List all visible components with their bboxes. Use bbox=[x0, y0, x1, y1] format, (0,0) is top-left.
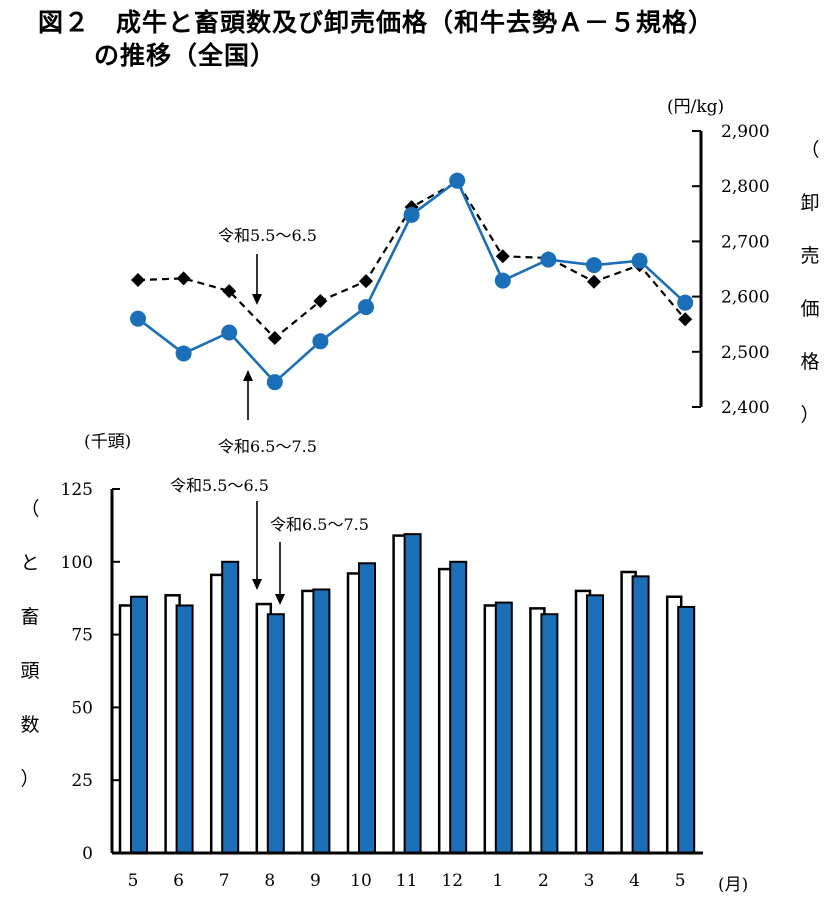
current-year-price-point bbox=[130, 310, 146, 327]
current-year-bar bbox=[677, 605, 696, 854]
x-tick-label: 8 bbox=[264, 871, 275, 891]
bar-annotation-current-arrow-head bbox=[275, 594, 285, 605]
current-year-price-point bbox=[358, 299, 374, 316]
bar-annotation-current-arrow bbox=[275, 542, 285, 605]
previous-year-price-point bbox=[587, 274, 601, 289]
current-year-bar bbox=[175, 604, 194, 854]
current-year-price-point bbox=[586, 257, 602, 274]
chart-title: 図２ 成牛と畜頭数及び卸売価格（和牛去勢Ａ－５規格） の推移（全国） bbox=[38, 6, 828, 72]
current-year-bar bbox=[358, 562, 376, 854]
x-tick-label: 2 bbox=[538, 871, 549, 891]
price-annotation-current-arrow-head bbox=[243, 370, 253, 381]
previous-year-price-point bbox=[678, 312, 693, 327]
current-year-price-point bbox=[221, 324, 238, 341]
current-year-bar bbox=[631, 575, 650, 854]
price-y-axis-title-char: 価 bbox=[800, 298, 819, 320]
price-y-tick-label: 2,400 bbox=[721, 398, 770, 418]
x-tick-label: 4 bbox=[629, 871, 640, 891]
current-year-price-point bbox=[266, 374, 283, 391]
x-tick-label: 5 bbox=[675, 871, 686, 891]
price-annotation-previous-arrow bbox=[252, 254, 262, 305]
bar-y-axis-title-char: 頭 bbox=[20, 660, 39, 682]
bar-y-tick-label: 125 bbox=[61, 480, 93, 500]
x-tick-label: 1 bbox=[492, 871, 503, 891]
bar-y-tick-label: 25 bbox=[71, 771, 93, 791]
bar-y-axis-title-char: 数 bbox=[20, 714, 39, 736]
price-y-axis-title-char: （ bbox=[800, 139, 819, 161]
price-y-axis-title-char: 格 bbox=[800, 351, 819, 373]
current-year-price-point bbox=[631, 252, 648, 269]
previous-year-price-point bbox=[267, 331, 282, 345]
bar-y-tick-label: 75 bbox=[71, 626, 93, 646]
current-year-price-point bbox=[449, 172, 466, 189]
current-year-bar bbox=[266, 613, 285, 854]
bar-annotation-previous-arrow bbox=[252, 501, 262, 590]
price-annotation-current: 令和6.5～7.5 bbox=[218, 437, 317, 456]
price-y-axis-title-char: ） bbox=[800, 404, 819, 426]
bar-annotation-previous-arrow-head bbox=[252, 579, 262, 590]
price-y-tick-label: 2,900 bbox=[721, 122, 770, 142]
bar-y-axis-title-char: ） bbox=[20, 768, 39, 790]
previous-year-price-point bbox=[313, 294, 328, 309]
previous-year-price-point bbox=[176, 271, 191, 286]
current-year-bar bbox=[221, 560, 240, 854]
bar-y-axis-title-char: 畜 bbox=[20, 606, 39, 628]
title-line-1: 図２ 成牛と畜頭数及び卸売価格（和牛去勢Ａ－５規格） bbox=[38, 8, 715, 37]
current-year-bar bbox=[403, 533, 422, 854]
price-y-tick-label: 2,600 bbox=[721, 288, 770, 308]
bar-y-tick-label: 100 bbox=[61, 553, 93, 573]
x-tick-label: 6 bbox=[173, 871, 184, 891]
current-year-bar bbox=[540, 613, 559, 854]
bar-annotation-current: 令和6.5～7.5 bbox=[270, 515, 369, 534]
price-y-axis-title-char: 売 bbox=[800, 245, 819, 267]
x-tick-label: 11 bbox=[396, 871, 418, 891]
price-y-tick-label: 2,700 bbox=[721, 232, 770, 252]
current-year-bar bbox=[449, 560, 468, 854]
price-annotation-previous-arrow-head bbox=[252, 294, 262, 305]
current-year-price-point bbox=[312, 333, 329, 350]
previous-year-price-point bbox=[222, 284, 237, 299]
current-year-bar bbox=[312, 588, 331, 854]
price-y-tick-label: 2,500 bbox=[721, 343, 770, 363]
x-tick-label: 3 bbox=[584, 871, 595, 891]
previous-year-price-point bbox=[495, 249, 510, 264]
bar-y-axis-title-char: （ bbox=[20, 498, 39, 520]
bar-y-tick-label: 0 bbox=[82, 844, 93, 864]
current-year-bar bbox=[494, 601, 513, 854]
price-annotation-previous: 令和5.5～6.5 bbox=[218, 226, 317, 245]
x-tick-label: 12 bbox=[441, 871, 463, 891]
current-year-price-point bbox=[175, 345, 192, 362]
x-axis-unit-label: (月) bbox=[718, 875, 748, 895]
current-year-bar bbox=[586, 594, 604, 855]
bar-unit-label: (千頭) bbox=[84, 432, 131, 452]
x-tick-label: 5 bbox=[128, 871, 139, 891]
bar-annotation-previous: 令和5.5～6.5 bbox=[170, 476, 269, 495]
title-line-2: の推移（全国） bbox=[94, 41, 277, 70]
current-year-price-point bbox=[494, 272, 511, 289]
price-y-tick-label: 2,800 bbox=[721, 177, 770, 197]
price-y-axis-title-char: 卸 bbox=[800, 192, 819, 214]
current-year-price-point bbox=[540, 251, 557, 268]
current-year-bar bbox=[130, 595, 148, 855]
price-unit-label: (円/kg) bbox=[667, 97, 724, 117]
price-line-chart: 2,900 2,800 2,700 2,600 2,500 2,400 (円/kg) （ 卸売価… bbox=[130, 97, 820, 456]
price-annotation-current-arrow bbox=[243, 370, 253, 420]
previous-year-price-point bbox=[131, 273, 145, 288]
bar-y-axis-title-char: と bbox=[20, 552, 39, 574]
current-year-price-point bbox=[403, 206, 420, 223]
x-tick-label: 10 bbox=[350, 871, 372, 891]
previous-year-price-point bbox=[359, 274, 373, 289]
x-tick-label: 9 bbox=[310, 871, 321, 891]
current-year-price-point bbox=[677, 294, 694, 311]
bar-y-tick-label: 50 bbox=[71, 698, 93, 718]
x-tick-label: 7 bbox=[219, 871, 230, 891]
